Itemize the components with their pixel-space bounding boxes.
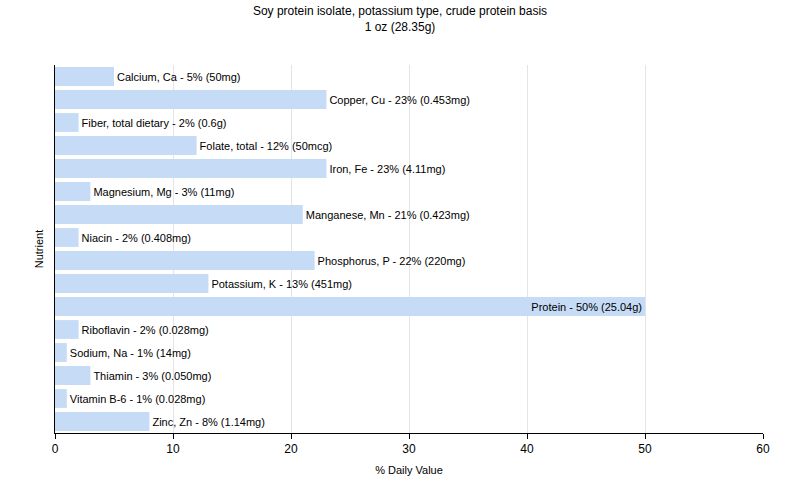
- svg-text:% Daily Value: % Daily Value: [375, 464, 443, 476]
- svg-text:Niacin - 2% (0.408mg): Niacin - 2% (0.408mg): [82, 232, 191, 244]
- svg-text:Sodium, Na - 1% (14mg): Sodium, Na - 1% (14mg): [70, 347, 191, 359]
- svg-text:Iron, Fe - 23% (4.11mg): Iron, Fe - 23% (4.11mg): [329, 163, 445, 175]
- svg-text:Copper, Cu - 23% (0.453mg): Copper, Cu - 23% (0.453mg): [329, 94, 470, 106]
- svg-text:Calcium, Ca - 5% (50mg): Calcium, Ca - 5% (50mg): [117, 71, 240, 83]
- svg-text:50: 50: [638, 442, 652, 456]
- svg-text:20: 20: [284, 442, 298, 456]
- svg-text:Thiamin - 3% (0.050mg): Thiamin - 3% (0.050mg): [93, 370, 211, 382]
- svg-text:Vitamin B-6 - 1% (0.028mg): Vitamin B-6 - 1% (0.028mg): [70, 393, 206, 405]
- svg-text:Manganese, Mn - 21% (0.423mg): Manganese, Mn - 21% (0.423mg): [306, 209, 470, 221]
- svg-text:60: 60: [756, 442, 770, 456]
- svg-text:10: 10: [166, 442, 180, 456]
- svg-text:Phosphorus, P - 22% (220mg): Phosphorus, P - 22% (220mg): [318, 255, 466, 267]
- svg-text:40: 40: [520, 442, 534, 456]
- svg-text:Nutrient: Nutrient: [33, 230, 45, 269]
- svg-text:Riboflavin - 2% (0.028mg): Riboflavin - 2% (0.028mg): [82, 324, 209, 336]
- svg-text:0: 0: [52, 442, 59, 456]
- svg-text:Fiber, total dietary - 2% (0.6: Fiber, total dietary - 2% (0.6g): [82, 117, 227, 129]
- svg-text:30: 30: [402, 442, 416, 456]
- svg-text:Soy protein isolate, potassium: Soy protein isolate, potassium type, cru…: [253, 4, 547, 34]
- svg-text:Potassium, K - 13% (451mg): Potassium, K - 13% (451mg): [211, 278, 352, 290]
- svg-text:Magnesium, Mg - 3% (11mg): Magnesium, Mg - 3% (11mg): [93, 186, 234, 198]
- svg-text:Zinc, Zn - 8% (1.14mg): Zinc, Zn - 8% (1.14mg): [152, 416, 264, 428]
- svg-text:Protein - 50% (25.04g): Protein - 50% (25.04g): [531, 301, 642, 313]
- svg-text:Folate, total - 12% (50mcg): Folate, total - 12% (50mcg): [200, 140, 333, 152]
